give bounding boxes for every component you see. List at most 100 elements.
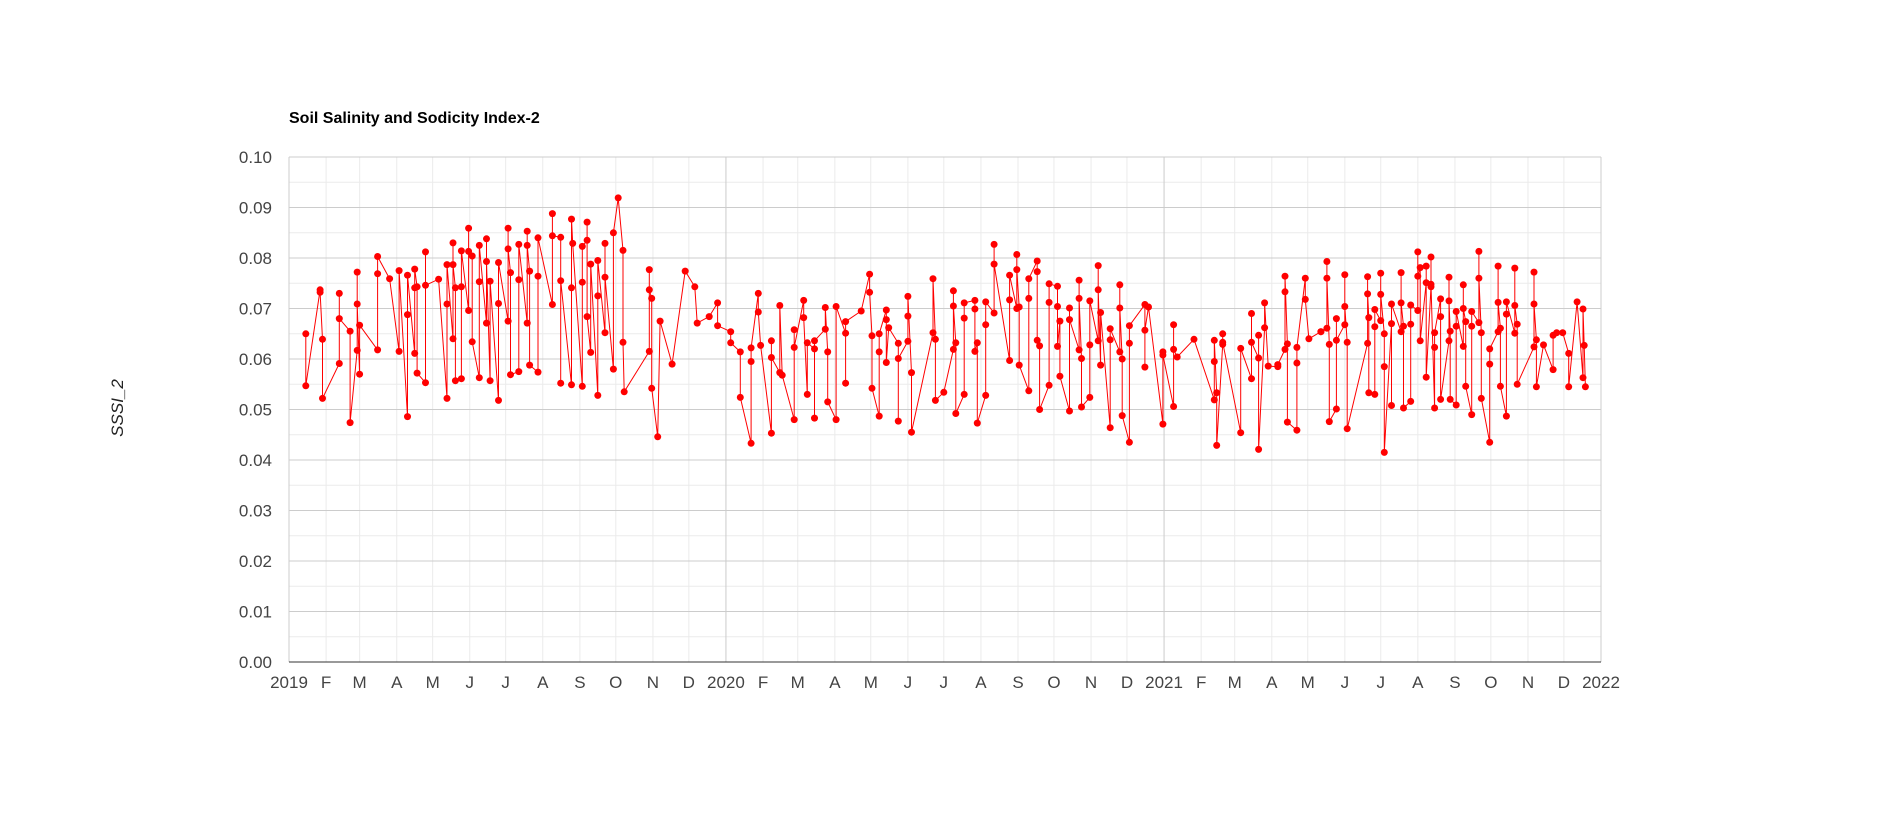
data-point xyxy=(790,343,798,351)
x-tick-label: M xyxy=(791,673,805,692)
data-point xyxy=(1341,321,1349,329)
data-point xyxy=(465,307,473,314)
x-tick-label: S xyxy=(574,673,585,692)
data-point xyxy=(1075,346,1083,354)
data-point xyxy=(971,296,979,304)
data-point xyxy=(821,325,829,333)
data-point xyxy=(1452,401,1460,409)
data-point xyxy=(534,234,542,242)
data-point xyxy=(1219,330,1227,338)
data-point xyxy=(904,312,912,320)
data-point xyxy=(1422,373,1430,381)
data-point xyxy=(568,284,575,292)
data-point xyxy=(790,326,798,334)
data-point xyxy=(1513,320,1521,328)
data-point xyxy=(1486,360,1494,368)
data-point xyxy=(1565,349,1573,357)
data-point xyxy=(1056,317,1064,325)
data-point xyxy=(736,348,744,356)
data-point xyxy=(1045,280,1053,288)
data-point xyxy=(668,360,676,368)
x-tick-label: D xyxy=(683,673,695,692)
x-tick-label: O xyxy=(609,673,622,692)
data-point xyxy=(1414,272,1422,280)
data-point xyxy=(960,314,968,322)
data-point xyxy=(1086,297,1094,305)
data-point xyxy=(811,337,818,345)
data-point xyxy=(1323,258,1331,265)
data-point xyxy=(1116,281,1124,289)
data-point xyxy=(1332,405,1340,413)
data-point xyxy=(803,390,811,398)
data-point xyxy=(929,329,937,337)
data-point xyxy=(395,267,403,275)
data-point xyxy=(1116,348,1124,356)
data-point xyxy=(1579,305,1587,313)
data-point xyxy=(1446,327,1454,335)
y-tick-label: 0.04 xyxy=(239,451,272,470)
data-point xyxy=(353,300,361,308)
data-point xyxy=(557,277,565,285)
data-point xyxy=(422,281,429,289)
data-point xyxy=(1475,319,1483,327)
data-point xyxy=(1416,264,1424,272)
data-point xyxy=(1264,362,1272,370)
data-point xyxy=(569,239,577,247)
data-point xyxy=(1025,387,1033,395)
data-point xyxy=(1118,412,1126,420)
data-point xyxy=(1380,448,1388,456)
data-point xyxy=(1106,336,1114,344)
data-point xyxy=(1323,324,1331,332)
data-point xyxy=(356,321,364,329)
data-point xyxy=(583,218,591,226)
y-axis-label: SSSI_2 xyxy=(108,379,127,437)
data-point xyxy=(747,358,755,365)
data-point xyxy=(422,379,429,387)
data-point xyxy=(483,235,490,243)
data-point xyxy=(982,321,990,329)
x-tick-label: J xyxy=(466,673,475,692)
data-point xyxy=(875,348,883,356)
data-point xyxy=(619,246,627,254)
data-point xyxy=(1317,328,1325,336)
x-tick-label: M xyxy=(426,673,440,692)
y-tick-label: 0.01 xyxy=(239,603,272,622)
data-point xyxy=(857,307,865,315)
data-point xyxy=(1437,395,1445,403)
data-point xyxy=(990,240,998,248)
data-point xyxy=(1462,382,1470,390)
data-point xyxy=(1170,345,1178,353)
data-point xyxy=(495,300,502,307)
data-point xyxy=(548,210,556,218)
data-point xyxy=(868,332,876,340)
data-point xyxy=(1532,336,1540,344)
data-point xyxy=(422,248,429,256)
data-point xyxy=(714,299,722,307)
x-tick-label: J xyxy=(501,673,510,692)
data-point xyxy=(875,330,883,338)
data-point xyxy=(654,433,662,441)
data-point xyxy=(443,300,451,308)
data-point xyxy=(1066,304,1073,312)
data-point xyxy=(1431,343,1439,351)
data-point xyxy=(1086,341,1094,349)
data-point xyxy=(1427,253,1435,261)
data-point xyxy=(319,335,326,343)
data-point xyxy=(1325,418,1333,426)
data-point xyxy=(931,396,939,404)
x-tick-label: O xyxy=(1484,673,1497,692)
data-point xyxy=(1422,262,1430,270)
data-point xyxy=(395,347,403,355)
data-point xyxy=(1445,273,1453,281)
data-point xyxy=(1097,361,1105,369)
data-point xyxy=(374,253,382,260)
data-point xyxy=(1116,304,1124,312)
data-point xyxy=(1475,274,1483,282)
data-point xyxy=(824,398,832,406)
data-point xyxy=(1056,372,1064,380)
data-point xyxy=(990,260,998,268)
data-point xyxy=(1075,294,1083,302)
data-point xyxy=(727,328,735,336)
y-tick-label: 0.02 xyxy=(239,552,272,571)
data-point xyxy=(483,258,490,265)
